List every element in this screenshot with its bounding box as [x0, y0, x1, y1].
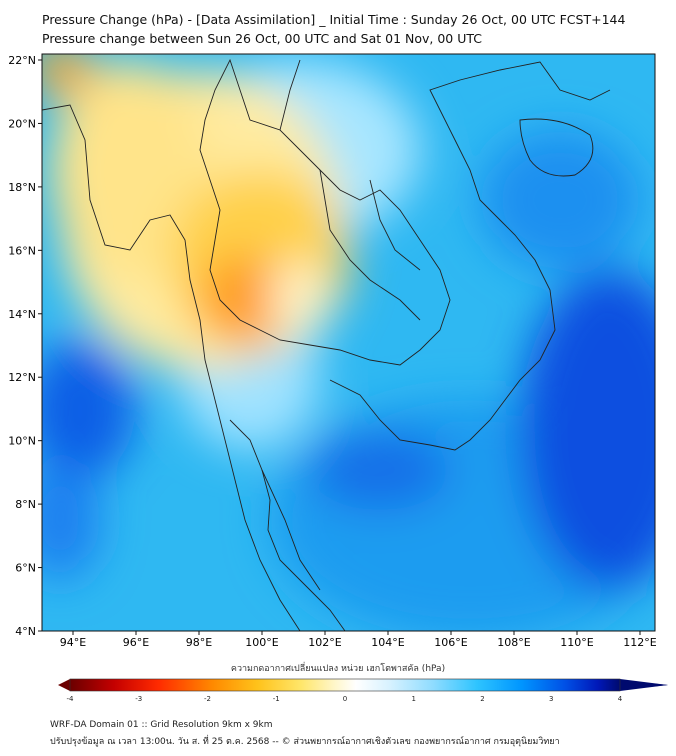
map-title: Pressure Change (hPa) - [Data Assimilati…	[42, 12, 626, 27]
lon-label: 104°E	[371, 636, 404, 649]
colorbar-gradient	[70, 679, 620, 691]
colorbar-tick-label: -1	[273, 695, 280, 703]
footer-credit: ปรับปรุงข้อมูล ณ เวลา 13:00น. วัน ส. ที่…	[50, 737, 560, 747]
lat-label: 20°N	[8, 117, 36, 130]
lat-label: 12°N	[8, 371, 36, 384]
lon-label: 106°E	[434, 636, 467, 649]
colorbar-tick-label: 2	[480, 695, 484, 703]
pressure-field	[42, 54, 655, 631]
lat-label: 14°N	[8, 308, 36, 321]
plot-frame	[41, 53, 656, 632]
lon-label: 110°E	[560, 636, 593, 649]
map-subtitle: Pressure change between Sun 26 Oct, 00 U…	[42, 31, 483, 46]
lat-label: 16°N	[8, 244, 36, 257]
lat-label: 6°N	[15, 562, 36, 575]
lat-label: 22°N	[8, 54, 36, 67]
latitude-axis: 22°N 20°N 18°N 16°N 14°N 12°N 10°N 8°N 6°N 4°N	[8, 54, 42, 638]
longitude-axis: 94°E 96°E 98°E 100°E 102°E 104°E 106°E 108°E 110…	[60, 631, 657, 649]
lat-label: 10°N	[8, 435, 36, 448]
lon-label: 108°E	[497, 636, 530, 649]
lat-label: 18°N	[8, 181, 36, 194]
lat-label: 8°N	[15, 498, 36, 511]
colorbar-tick-label: 4	[618, 695, 623, 703]
lon-label: 98°E	[186, 636, 212, 649]
colorbar-tick-label: 1	[412, 695, 416, 703]
colorbar-tick-label: 3	[549, 695, 553, 703]
lon-label: 112°E	[623, 636, 656, 649]
colorbar-tick-label: -4	[67, 695, 75, 703]
lon-label: 100°E	[245, 636, 278, 649]
colorbar-title: ความกดอากาศเปลี่ยนแปลง หน่วย เฮกโตพาสคัล…	[230, 664, 446, 674]
colorbar: -4 -3 -2 -1 0 1 2 3 4	[58, 678, 668, 703]
lat-label: 4°N	[15, 625, 36, 638]
lon-label: 94°E	[60, 636, 86, 649]
lon-label: 102°E	[308, 636, 341, 649]
colorbar-max-extend	[620, 679, 668, 691]
footer-model-info: WRF-DA Domain 01 :: Grid Resolution 9km …	[50, 720, 273, 730]
coastlines-and-borders	[42, 58, 611, 631]
colorbar-tick-label: -3	[135, 695, 142, 703]
colorbar-min-extend	[58, 679, 70, 691]
lon-label: 96°E	[123, 636, 149, 649]
colorbar-tick-label: 0	[343, 695, 347, 703]
colorbar-tick-label: -2	[204, 695, 211, 703]
